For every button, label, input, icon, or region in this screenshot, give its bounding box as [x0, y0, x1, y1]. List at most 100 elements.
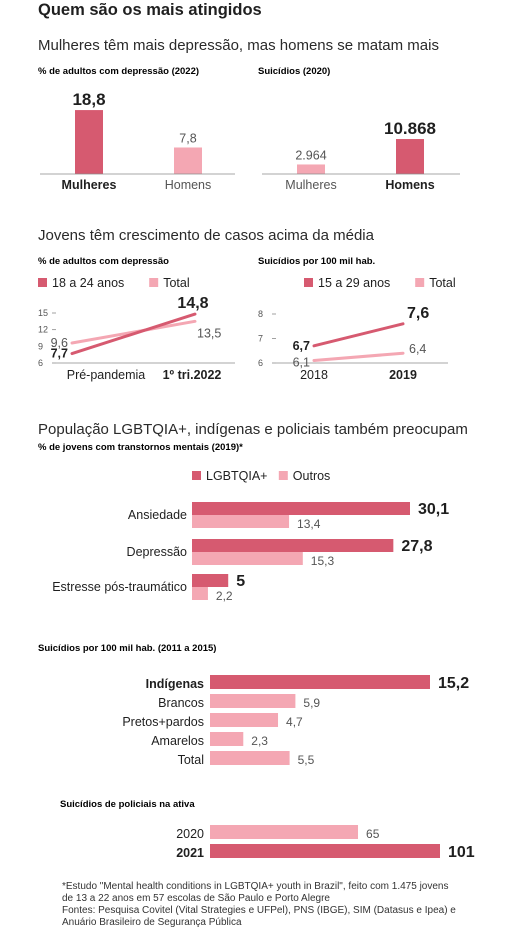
- chart-depressao-sexo: % de adultos com depressão (2022) 18,8 Mul…: [38, 66, 235, 192]
- x-category-label: 2018: [300, 368, 328, 382]
- bar: [192, 515, 290, 528]
- chart-title: % de adultos com depressão (2022): [38, 66, 199, 77]
- category-label: 2021: [176, 846, 204, 860]
- bar-value-label: 10.868: [384, 119, 436, 138]
- bar: [192, 552, 303, 565]
- point-label: 6,7: [293, 339, 310, 353]
- bar-value-label: 101: [448, 844, 475, 861]
- legend-swatch: [149, 278, 159, 287]
- chart-suicidios-jovens: Suicídios por 100 mil hab. 15 a 29 anos To…: [258, 256, 456, 382]
- bar: [192, 587, 208, 600]
- main-title: Quem são os mais atingidos: [38, 1, 262, 19]
- chart-depressao-jovens: % de adultos com depressão 18 a 24 anos To…: [38, 256, 235, 382]
- bar: [210, 825, 359, 839]
- bar-value-label: 5: [236, 573, 245, 590]
- chart-title: Suicídios por 100 mil hab.: [258, 256, 375, 267]
- category-label: Brancos: [158, 696, 204, 710]
- legend-label: Total: [163, 276, 189, 290]
- bar: [210, 751, 290, 765]
- footnote-line-2: de 13 a 22 anos em 57 escolas de São Pau…: [62, 893, 330, 904]
- series-line: [70, 312, 197, 356]
- point-label: 6,4: [409, 342, 426, 356]
- point-label: 7,7: [51, 347, 68, 361]
- category-label: Depressão: [127, 545, 187, 559]
- series-line: [312, 351, 405, 363]
- bar-value-label: 7,8: [179, 131, 196, 145]
- chart-title: % de adultos com depressão: [38, 256, 169, 267]
- bar: [396, 139, 424, 174]
- chart-etnia: Suicídios por 100 mil hab. (2011 a 2015)…: [38, 643, 469, 767]
- y-tick-label: 6: [38, 358, 43, 368]
- bar-value-label: 2.964: [295, 148, 326, 162]
- legend-label: Outros: [293, 469, 331, 483]
- bar: [192, 502, 410, 515]
- category-label: Mulheres: [285, 178, 336, 192]
- bar-value-label: 13,4: [297, 517, 321, 531]
- x-category-label: 1º tri.2022: [163, 368, 222, 382]
- bar: [210, 713, 279, 727]
- point-label: 6,1: [293, 356, 310, 370]
- point-label: 14,8: [177, 295, 208, 312]
- bar-value-label: 15,3: [311, 554, 335, 568]
- bar: [174, 147, 202, 174]
- bar-value-label: 5,9: [303, 696, 320, 710]
- bar: [210, 694, 296, 708]
- legend-label: LGBTQIA+: [206, 469, 267, 483]
- chart-title: Suicídios (2020): [258, 66, 330, 77]
- legend-label: 18 a 24 anos: [52, 276, 124, 290]
- bar: [210, 675, 430, 689]
- legend-swatch: [38, 278, 47, 287]
- footnote-line-4: Anuário Brasileiro de Segurança Pública: [62, 917, 242, 928]
- bar: [75, 110, 103, 174]
- category-label: Estresse pós-traumático: [52, 580, 187, 594]
- legend-swatch: [304, 278, 313, 287]
- chart-lgbt: % de jovens com transtornos mentais (201…: [38, 442, 449, 603]
- legend-label: 15 a 29 anos: [318, 276, 390, 290]
- bar-value-label: 30,1: [418, 501, 449, 518]
- bar-value-label: 2,2: [216, 589, 233, 603]
- legend-swatch: [192, 471, 201, 480]
- y-tick-label: 9: [38, 341, 43, 351]
- category-label: Amarelos: [151, 734, 204, 748]
- series-line: [70, 319, 197, 345]
- category-label: Mulheres: [62, 178, 117, 192]
- section-3-title: População LGBTQIA+, indígenas e policiai…: [38, 421, 468, 438]
- chart-suicidios-sexo: Suicídios (2020) 2.964 Mulheres 10.868 Homen…: [258, 66, 460, 192]
- bar-value-label: 5,5: [298, 753, 315, 767]
- bar: [210, 844, 440, 858]
- category-label: Ansiedade: [128, 508, 187, 522]
- section-2-title: Jovens têm crescimento de casos acima da…: [38, 227, 375, 244]
- series-line: [312, 322, 405, 348]
- y-tick-label: 12: [38, 325, 48, 335]
- footnote: *Estudo "Mental health conditions in LGB…: [62, 881, 456, 928]
- y-tick-label: 6: [258, 358, 263, 368]
- x-category-label: Pré-pandemia: [67, 368, 146, 382]
- bar: [192, 574, 229, 587]
- bar-value-label: 18,8: [72, 90, 105, 109]
- y-tick-label: 15: [38, 308, 48, 318]
- point-label: 13,5: [197, 326, 221, 340]
- point-label: 7,6: [407, 305, 429, 322]
- chart-policiais: Suicídios de policiais na ativa 2020 65 202…: [60, 799, 475, 861]
- bar-value-label: 15,2: [438, 675, 469, 692]
- chart-title: Suicídios por 100 mil hab. (2011 a 2015): [38, 643, 216, 654]
- bar-value-label: 65: [366, 827, 380, 841]
- category-label: Indígenas: [146, 677, 204, 691]
- section-1-title: Mulheres têm mais depressão, mas homens …: [38, 37, 439, 54]
- bar: [297, 164, 325, 174]
- legend-swatch: [278, 471, 288, 480]
- bar-value-label: 2,3: [251, 734, 268, 748]
- chart-title: Suicídios de policiais na ativa: [60, 799, 195, 810]
- category-label: 2020: [176, 827, 204, 841]
- bar: [192, 539, 394, 552]
- legend-label: Total: [429, 276, 455, 290]
- point-label: 9,6: [51, 336, 68, 350]
- legend-swatch: [415, 278, 425, 287]
- bar-value-label: 27,8: [401, 538, 432, 555]
- y-tick-label: 7: [258, 334, 263, 344]
- category-label: Homens: [385, 178, 434, 192]
- bar-value-label: 4,7: [286, 715, 303, 729]
- footnote-line-1: *Estudo "Mental health conditions in LGB…: [62, 881, 448, 892]
- chart-title: % de jovens com transtornos mentais (201…: [38, 442, 243, 453]
